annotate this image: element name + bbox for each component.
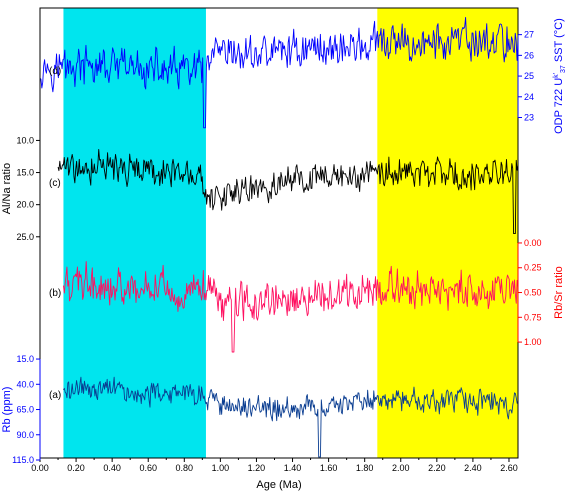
y-tick-label-d: 25 [524, 71, 534, 81]
y-tick-label-c: 15.0 [16, 168, 34, 178]
x-tick-label: 1.80 [356, 463, 374, 473]
y-tick-label-a: 15.0 [16, 354, 34, 364]
y-tick-label-d: 26 [524, 50, 534, 60]
y-tick-label-c: 20.0 [16, 200, 34, 210]
x-tick-label: 0.80 [176, 463, 194, 473]
y-tick-label-d: 27 [524, 30, 534, 40]
y-tick-label-a: 115.0 [12, 455, 34, 465]
y-tick-label-b: 0.00 [524, 238, 542, 248]
y-axis-title-a: Rb (ppm) [1, 387, 13, 433]
x-tick-label: 2.40 [464, 463, 482, 473]
y-tick-label-d: 23 [524, 113, 534, 123]
x-tick-label: 1.00 [212, 463, 230, 473]
x-axis-title: Age (Ma) [256, 479, 301, 491]
panel-label-c: (c) [49, 178, 61, 189]
x-tick-label: 2.60 [500, 463, 518, 473]
y-tick-label-c: 25.0 [16, 232, 34, 242]
y-tick-label-a: 65.0 [16, 405, 34, 415]
y-tick-label-c: 10.0 [16, 135, 34, 145]
y-tick-label-b: 1.00 [524, 337, 542, 347]
y-tick-label-a: 90.0 [16, 430, 34, 440]
x-tick-label: 1.40 [284, 463, 302, 473]
panel-label-a: (a) [49, 390, 61, 401]
x-tick-label: 2.00 [392, 463, 410, 473]
y-tick-label-b: 0.75 [524, 312, 542, 322]
panel-label-b: (b) [49, 288, 61, 299]
series-line-a [63, 376, 519, 458]
shaded-band-1 [63, 8, 206, 458]
shaded-band-2 [377, 8, 518, 458]
panel-label-d: (d) [49, 66, 61, 77]
x-tick-label: 0.40 [103, 463, 121, 473]
y-tick-label-d: 24 [524, 92, 534, 102]
y-axis-title-d: ODP 722 Uk'37 SST (°C) [553, 18, 567, 134]
y-axis-title-c: Al/Na ratio [1, 163, 13, 214]
y-tick-label-a: 40.0 [16, 379, 34, 389]
x-tick-label: 1.20 [248, 463, 266, 473]
x-tick-label: 0.60 [139, 463, 157, 473]
x-tick-label: 2.20 [428, 463, 446, 473]
y-tick-label-b: 0.50 [524, 288, 542, 298]
y-axis-title-b: Rb/Sr ratio [553, 266, 565, 319]
series-line-d [39, 16, 519, 129]
y-tick-label-b: 0.25 [524, 263, 542, 273]
x-tick-label: 0.00 [31, 463, 49, 473]
x-tick-label: 0.20 [67, 463, 85, 473]
series-line-b [63, 261, 519, 353]
x-tick-label: 1.60 [320, 463, 338, 473]
series-line-c [57, 148, 519, 235]
